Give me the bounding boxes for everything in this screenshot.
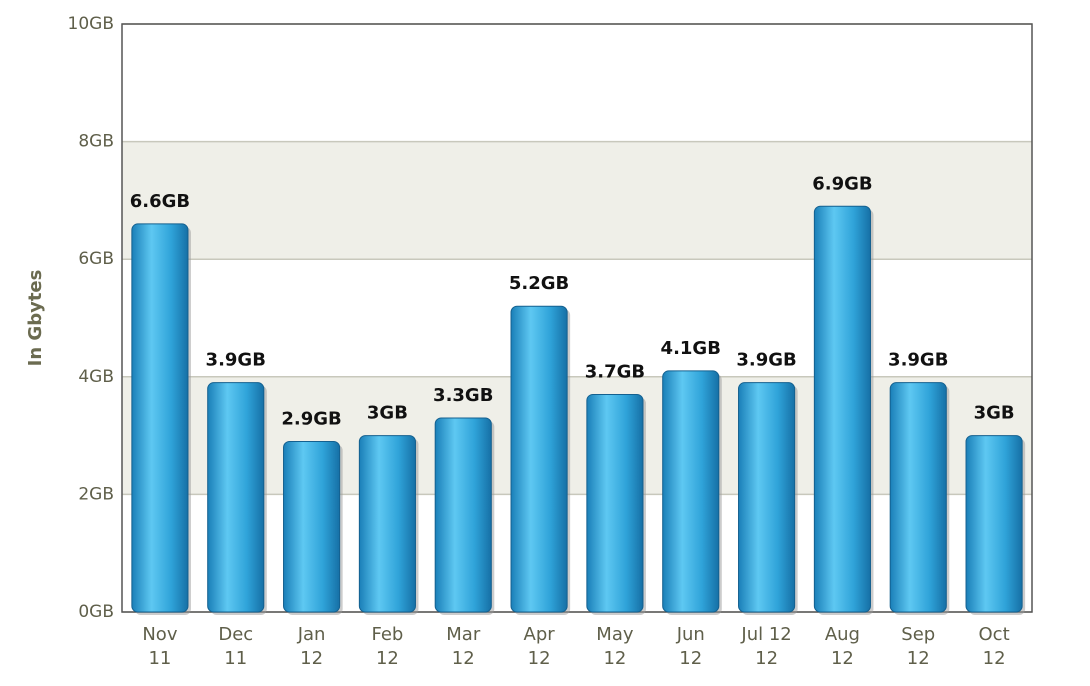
value-label: 3GB bbox=[367, 403, 408, 424]
bar bbox=[283, 440, 341, 613]
x-tick-label: 12 bbox=[983, 648, 1006, 669]
value-label: 3.9GB bbox=[736, 350, 796, 371]
y-tick-label: 8GB bbox=[78, 132, 114, 152]
x-tick-label: Apr bbox=[524, 624, 556, 645]
bar bbox=[965, 435, 1023, 613]
value-label: 3.3GB bbox=[433, 385, 493, 406]
y-tick-label: 0GB bbox=[78, 602, 114, 622]
x-tick-label: 11 bbox=[224, 648, 247, 669]
x-tick-label: Jul 12 bbox=[740, 624, 791, 645]
bar bbox=[434, 417, 492, 613]
x-tick-label: 12 bbox=[907, 648, 930, 669]
x-tick-label: 12 bbox=[603, 648, 626, 669]
x-tick-label: 12 bbox=[755, 648, 778, 669]
value-label: 6.9GB bbox=[812, 173, 872, 194]
y-tick-label: 6GB bbox=[78, 249, 114, 269]
x-tick-label: Feb bbox=[371, 624, 403, 645]
x-tick-label: 12 bbox=[452, 648, 475, 669]
x-tick-label: Dec bbox=[218, 624, 253, 645]
plot-frame bbox=[121, 23, 1033, 613]
x-tick-label: Mar bbox=[446, 624, 481, 645]
x-tick-label: 12 bbox=[376, 648, 399, 669]
bar bbox=[662, 370, 720, 613]
bar bbox=[358, 435, 416, 613]
x-tick-label: 12 bbox=[831, 648, 854, 669]
bar bbox=[813, 205, 871, 613]
bar bbox=[738, 382, 796, 613]
x-tick-label: 12 bbox=[528, 648, 551, 669]
x-tick-label: Sep bbox=[901, 624, 935, 645]
bar bbox=[510, 305, 568, 613]
value-label: 5.2GB bbox=[509, 273, 569, 294]
value-label: 2.9GB bbox=[281, 408, 341, 429]
bar bbox=[207, 382, 265, 613]
y-tick-label: 2GB bbox=[78, 484, 114, 504]
x-tick-label: 11 bbox=[148, 648, 171, 669]
x-tick-label: Jan bbox=[297, 624, 326, 645]
value-label: 6.6GB bbox=[130, 191, 190, 212]
x-tick-label: Nov bbox=[142, 624, 177, 645]
value-label: 3.9GB bbox=[206, 350, 266, 371]
y-axis-title: In Gbytes bbox=[25, 270, 46, 367]
grid-band bbox=[122, 376, 1032, 495]
value-label: 3.9GB bbox=[888, 350, 948, 371]
x-tick-label: May bbox=[596, 624, 634, 645]
value-label: 3.7GB bbox=[585, 361, 645, 382]
bar bbox=[586, 393, 644, 613]
bar bbox=[889, 382, 947, 613]
x-tick-label: 12 bbox=[679, 648, 702, 669]
x-tick-label: Aug bbox=[825, 624, 860, 645]
bar bbox=[131, 223, 189, 613]
y-tick-label: 4GB bbox=[78, 367, 114, 387]
x-tick-label: Oct bbox=[979, 624, 1010, 645]
grid-band bbox=[122, 141, 1032, 260]
x-tick-label: Jun bbox=[676, 624, 705, 645]
value-label: 4.1GB bbox=[661, 338, 721, 359]
value-label: 3GB bbox=[974, 403, 1015, 424]
y-tick-label: 10GB bbox=[68, 14, 114, 34]
x-tick-label: 12 bbox=[300, 648, 323, 669]
